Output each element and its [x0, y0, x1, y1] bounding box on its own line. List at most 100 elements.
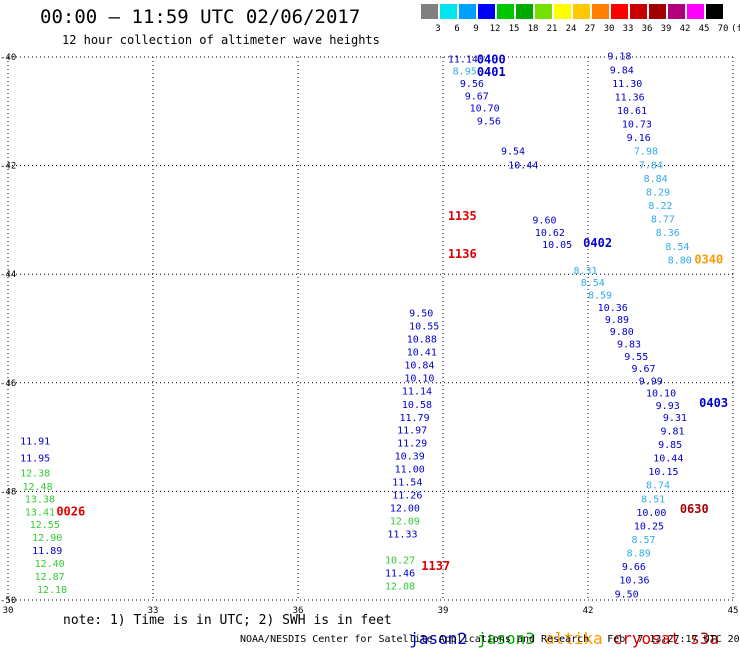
- data-label: 9.67: [632, 364, 656, 375]
- scale-label: 18: [527, 24, 539, 34]
- data-label: 10.62: [535, 228, 565, 239]
- data-label: 8.51: [641, 494, 665, 505]
- y-tick-label: -46: [0, 379, 16, 389]
- data-label: 10.10: [646, 388, 676, 399]
- data-label: 9.83: [617, 340, 641, 351]
- chart-title: 00:00 – 11:59 UTC 02/06/2017: [40, 6, 361, 28]
- time-label: 0340: [694, 252, 723, 266]
- data-label: 8.80: [668, 255, 692, 266]
- scale-swatch: [421, 4, 438, 19]
- data-label: 10.84: [404, 361, 434, 372]
- y-tick-label: -48: [0, 487, 16, 497]
- data-label: 11.00: [395, 464, 425, 475]
- scale-label: 6: [454, 24, 460, 34]
- data-label: 9.81: [661, 426, 685, 437]
- legend-item-s3a: s3a: [690, 629, 719, 648]
- time-label: 0402: [583, 236, 612, 250]
- data-label: 9.89: [605, 315, 629, 326]
- data-label: 7.84: [639, 160, 663, 171]
- legend-item-jason2: jason2: [409, 629, 468, 648]
- y-tick-label: -40: [0, 53, 16, 63]
- data-label: 11.95: [20, 454, 50, 465]
- time-label: 0630: [680, 502, 709, 516]
- data-label: 11.33: [387, 530, 417, 541]
- data-label: 10.44: [508, 160, 538, 171]
- credit-line: NOAA/NESDIS Center for Satellite Applica…: [240, 634, 740, 645]
- data-label: 13.41: [25, 507, 55, 518]
- scale-label: 27: [584, 24, 596, 34]
- data-label: 10.70: [470, 103, 500, 114]
- data-label: 10.05: [542, 240, 572, 251]
- data-label: 10.73: [622, 120, 652, 131]
- data-label: 11.36: [615, 92, 645, 103]
- scale-swatch: [554, 4, 571, 19]
- data-label: 11.14: [402, 387, 432, 398]
- y-tick-label: -50: [0, 596, 16, 606]
- scale-swatch: [440, 4, 457, 19]
- data-label: 10.44: [653, 454, 683, 465]
- data-label: 9.50: [409, 309, 433, 320]
- satellite-legend: jason2 jason3 altika cryosat s3a: [390, 610, 729, 648]
- data-label: 12.40: [35, 559, 65, 570]
- y-tick-label: -42: [0, 162, 16, 172]
- data-label: 11.26: [392, 490, 422, 501]
- data-label: 8.74: [646, 481, 670, 492]
- scale-swatch: [573, 4, 590, 19]
- legend-item-cryosat: cryosat: [612, 629, 681, 648]
- data-label: 12.08: [385, 582, 415, 593]
- scale-label: 30: [603, 24, 615, 34]
- data-label: 8.89: [627, 549, 651, 560]
- data-label: 11.79: [400, 413, 430, 424]
- data-label: 12.90: [32, 533, 62, 544]
- data-label: 8.84: [644, 174, 668, 185]
- data-label: 9.54: [501, 147, 525, 158]
- scale-swatch: [459, 4, 476, 19]
- data-label: 12.55: [30, 520, 60, 531]
- x-tick-label: 36: [293, 606, 304, 616]
- scale-label: 12: [489, 24, 501, 34]
- data-label: 10.15: [648, 467, 678, 478]
- data-label: 8.57: [632, 535, 656, 546]
- data-label: 10.27: [385, 556, 415, 567]
- data-label: 8.59: [588, 291, 612, 302]
- scale-swatch: [668, 4, 685, 19]
- data-label: 9.66: [622, 562, 646, 573]
- scale-label: 36: [641, 24, 653, 34]
- time-label: 1137: [421, 559, 450, 573]
- data-label: 10.36: [598, 303, 628, 314]
- data-label: 11.29: [397, 438, 427, 449]
- data-label: 11.54: [392, 477, 422, 488]
- data-label: 10.10: [404, 374, 434, 385]
- scale-swatch: [630, 4, 647, 19]
- data-label: 10.88: [407, 335, 437, 346]
- scale-label: 15: [508, 24, 520, 34]
- scale-swatch: [592, 4, 609, 19]
- data-label: 9.67: [465, 91, 489, 102]
- scale-label: 24: [565, 24, 577, 34]
- time-label: 0026: [56, 504, 85, 518]
- data-label: 11.91: [20, 437, 50, 448]
- x-tick-label: 30: [3, 606, 14, 616]
- data-label: 10.55: [409, 322, 439, 333]
- data-label: 12.38: [20, 469, 50, 480]
- data-label: 10.58: [402, 400, 432, 411]
- scale-label: 45: [698, 24, 710, 34]
- legend-item-altika: altika: [544, 629, 603, 648]
- chart-subtitle: 12 hour collection of altimeter wave hei…: [62, 33, 380, 47]
- data-label: 12.09: [390, 517, 420, 528]
- data-label: 8.77: [651, 215, 675, 226]
- data-label: 11.89: [32, 546, 62, 557]
- scale-label: 70: [717, 24, 729, 34]
- scale-swatch: [611, 4, 628, 19]
- scale-swatch: [649, 4, 666, 19]
- x-tick-label: 39: [438, 606, 449, 616]
- data-label: 10.61: [617, 106, 647, 117]
- scale-swatch: [687, 4, 704, 19]
- scale-swatch: [478, 4, 495, 19]
- data-label: 9.56: [460, 79, 484, 90]
- data-label: 8.22: [648, 201, 672, 212]
- data-label: 7.98: [634, 147, 658, 158]
- time-label: 1136: [448, 247, 477, 261]
- data-label: 12.00: [390, 503, 420, 514]
